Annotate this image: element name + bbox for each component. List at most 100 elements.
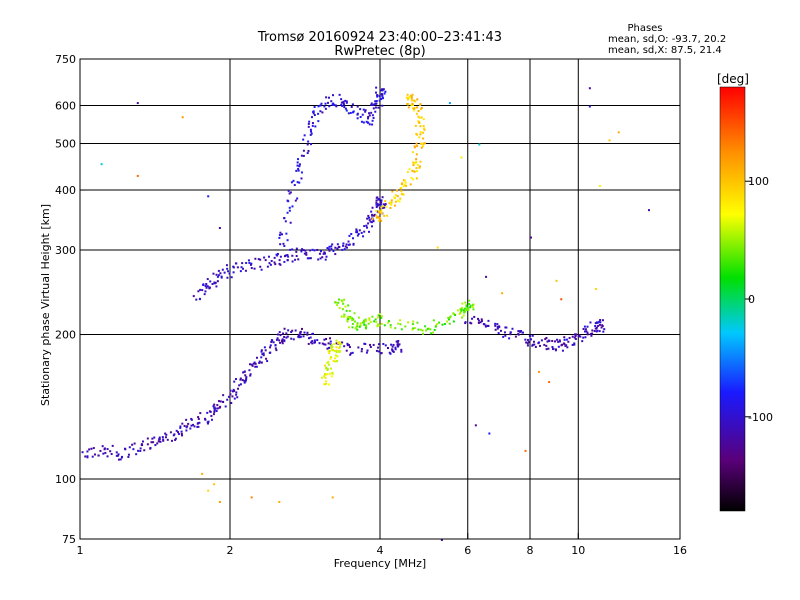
trace-point xyxy=(504,334,507,337)
trace-point xyxy=(187,422,190,425)
trace-point xyxy=(308,120,311,123)
trace-point xyxy=(370,210,373,213)
trace-point xyxy=(356,325,359,328)
trace-point xyxy=(390,201,393,204)
stats-line-o: mean, sd,O: -93.7, 20.2 xyxy=(608,34,726,45)
trace-point xyxy=(410,97,413,100)
trace-point xyxy=(263,346,266,349)
trace-point xyxy=(317,120,320,123)
scatter-point xyxy=(448,102,451,105)
trace-point xyxy=(193,425,196,428)
trace-point xyxy=(374,100,377,103)
trace-point xyxy=(215,273,218,276)
trace-point xyxy=(307,337,310,340)
trace-point xyxy=(337,298,340,301)
trace-point xyxy=(249,363,252,366)
trace-point xyxy=(563,338,566,341)
trace-point xyxy=(377,314,380,317)
trace-point xyxy=(368,318,371,321)
trace-point xyxy=(197,416,200,419)
trace-point xyxy=(465,304,468,307)
trace-point xyxy=(216,404,219,407)
trace-point xyxy=(278,331,281,334)
trace-point xyxy=(419,125,422,128)
trace-point xyxy=(257,258,260,261)
trace-point xyxy=(385,205,388,208)
scatter-point xyxy=(524,449,527,452)
trace-point xyxy=(97,454,100,457)
trace-point xyxy=(202,284,205,287)
trace-point xyxy=(297,158,300,161)
trace-point xyxy=(393,196,396,199)
trace-point xyxy=(213,281,216,284)
trace-point xyxy=(467,308,470,311)
trace-point xyxy=(578,334,581,337)
trace-point xyxy=(375,91,378,94)
trace-point xyxy=(404,181,407,184)
trace-point xyxy=(449,316,452,319)
trace-point xyxy=(343,103,346,106)
trace-point xyxy=(268,351,271,354)
scatter-point xyxy=(617,131,620,134)
trace-point xyxy=(363,225,366,228)
trace-point xyxy=(376,94,379,97)
trace-point xyxy=(532,340,535,343)
trace-point xyxy=(158,438,161,441)
trace-point xyxy=(137,449,140,452)
trace-point xyxy=(372,104,375,107)
trace-point xyxy=(351,318,354,321)
trace-point xyxy=(365,224,368,227)
trace-point xyxy=(340,98,343,101)
trace-point xyxy=(161,436,164,439)
trace-point xyxy=(365,325,368,328)
scatter-point xyxy=(181,116,184,119)
trace-point xyxy=(290,337,293,340)
trace-point xyxy=(418,116,421,119)
trace-point xyxy=(248,261,251,264)
trace-point xyxy=(226,267,229,270)
trace-point xyxy=(279,334,282,337)
trace-point xyxy=(288,206,291,209)
scatter-point xyxy=(218,227,221,230)
trace-point xyxy=(591,332,594,335)
trace-point xyxy=(381,104,384,107)
trace-point xyxy=(296,161,299,164)
trace-point xyxy=(331,346,334,349)
trace-point xyxy=(332,360,335,363)
trace-point xyxy=(341,341,344,344)
trace-point xyxy=(279,341,282,344)
trace-point xyxy=(419,160,422,163)
trace-point xyxy=(448,322,451,325)
trace-point xyxy=(432,331,435,334)
trace-point xyxy=(229,389,232,392)
trace-point xyxy=(175,429,178,432)
trace-point xyxy=(302,335,305,338)
trace-point xyxy=(249,374,252,377)
trace-point xyxy=(389,206,392,209)
trace-point xyxy=(379,218,382,221)
trace-point xyxy=(421,329,424,332)
trace-point xyxy=(260,268,263,271)
trace-point xyxy=(477,321,480,324)
trace-point xyxy=(372,107,375,110)
trace-point xyxy=(526,342,529,345)
trace-point xyxy=(325,382,328,385)
trace-point xyxy=(81,451,84,454)
trace-point xyxy=(174,437,177,440)
trace-point xyxy=(333,349,336,352)
trace-point xyxy=(307,342,310,345)
trace-point xyxy=(461,316,464,319)
trace-point xyxy=(407,98,410,101)
trace-point xyxy=(311,124,314,127)
trace-point xyxy=(328,346,331,349)
trace-point xyxy=(565,338,568,341)
trace-point xyxy=(380,206,383,209)
trace-point xyxy=(313,114,316,117)
trace-point xyxy=(281,233,284,236)
trace-point xyxy=(91,455,94,458)
trace-point xyxy=(435,324,438,327)
trace-point xyxy=(213,410,216,413)
trace-point xyxy=(245,261,248,264)
trace-point xyxy=(291,205,294,208)
trace-point xyxy=(555,348,558,351)
